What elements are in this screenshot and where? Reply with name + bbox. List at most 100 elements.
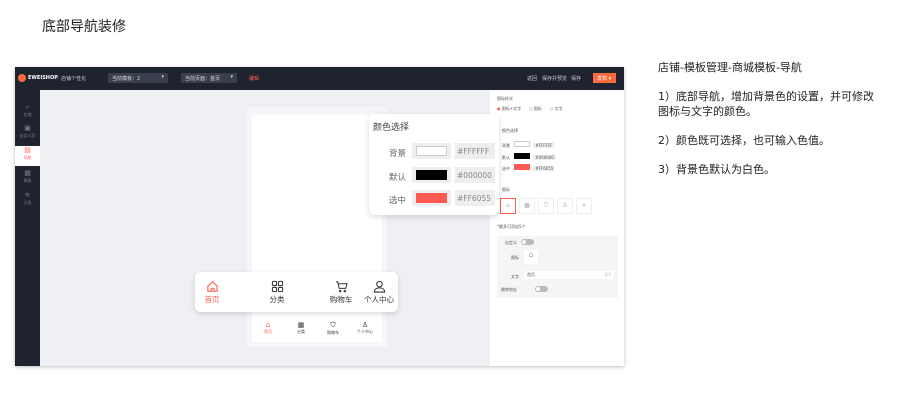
background-hex-input[interactable]: #FFFFFF: [455, 143, 495, 159]
nav-label: 购物车: [329, 295, 353, 304]
user-icon: [373, 280, 385, 293]
app-screenshot: EWEISHOP · 店铺个性化 当前模板：2 ▾ 当前页面：首页 ▾ 编辑 返回 …: [15, 67, 624, 366]
sidebar-item-template[interactable]: ▦ 模板: [15, 169, 40, 189]
color-row-default: 默认 #000000: [502, 152, 556, 164]
back-button[interactable]: 返回: [527, 76, 538, 82]
nav-label: 分类: [269, 295, 285, 304]
grid-icon: [271, 280, 283, 293]
selected-hex-input[interactable]: #FF6055: [455, 190, 495, 206]
note-item: 1）底部导航，增加背景色的设置，并可修改图标与文字的颜色。: [658, 90, 874, 118]
default-hex-input[interactable]: #000000: [533, 154, 556, 160]
nav-label: 个人中心: [364, 295, 394, 304]
page-title: 底部导航装修: [42, 19, 126, 35]
sidebar-label: 分类: [23, 200, 32, 205]
text-field-label: 文字: [511, 274, 519, 279]
background-swatch[interactable]: [412, 143, 451, 159]
radio-label: 图标: [533, 106, 542, 111]
add-icon-button[interactable]: +: [576, 198, 592, 214]
logo-icon: [18, 74, 26, 82]
icon-slot-home[interactable]: ⌂: [500, 198, 516, 214]
icon-slot-cart[interactable]: ⛉: [538, 198, 554, 214]
icon-style-label: 图标样式: [497, 96, 513, 101]
mini-tab-category[interactable]: ▦ 分类: [285, 321, 317, 335]
selected-swatch[interactable]: [412, 190, 451, 206]
mini-tab-profile[interactable]: ♙ 个人中心: [349, 321, 381, 335]
template-select-value: 当前模板：2: [112, 76, 141, 82]
top-bar: EWEISHOP · 店铺个性化 当前模板：2 ▾ 当前页面：首页 ▾ 编辑 返回 …: [15, 67, 624, 90]
radio-icon[interactable]: ○ 图标: [529, 106, 542, 111]
edit-link[interactable]: 编辑: [249, 76, 260, 82]
app-subtitle: · 店铺个性化: [58, 76, 87, 82]
color-row-bg: 背景 #FFFFFF: [502, 140, 556, 152]
color-popup-title: 颜色选择: [373, 123, 410, 133]
icon-field-label: 图标: [511, 255, 519, 260]
color-row-selected: 选中 #FF6055: [369, 190, 499, 208]
color-row-default: 默认 #000000: [369, 167, 499, 185]
sidebar: ⌕ 店铺 ▣ 自定义页 ▤ 导航 ▦ 模板 ≋ 分类: [15, 90, 40, 366]
bottom-nav-preview: 首页 分类 购物车 个人中心: [195, 272, 398, 312]
cart-icon: [335, 281, 348, 293]
logo: EWEISHOP: [28, 75, 58, 81]
home-icon: [206, 281, 218, 292]
color-rows: 背景 #FFFFFF 默认 #000000 选中 #FF6055: [502, 140, 556, 175]
radio-text[interactable]: ○ 文字: [549, 106, 563, 111]
sidebar-item-shop[interactable]: ⌕ 店铺: [15, 103, 40, 123]
home-icon: ⌂: [265, 321, 271, 329]
row-label: 默认: [389, 173, 407, 183]
nav-item-profile[interactable]: 个人中心: [354, 280, 404, 305]
style-radio-group: ● 图标+文字 ○ 图标 ○ 文字: [497, 106, 563, 112]
mini-tab-home[interactable]: ⌂ 首页: [252, 321, 284, 335]
icon-slot-grid[interactable]: ▦: [519, 198, 535, 214]
color-popup: 颜色选择 背景 #FFFFFF 默认 #000000 选中 #FF6055: [369, 114, 499, 215]
save-preview-button[interactable]: 保存并预览: [542, 76, 568, 82]
sidebar-label: 自定义页: [19, 133, 36, 138]
nav-item-home[interactable]: 首页: [187, 280, 237, 305]
chevron-down-icon: ▾: [161, 74, 164, 80]
save-button[interactable]: 保存: [571, 76, 582, 82]
icons-label: 图标: [502, 187, 510, 192]
custom-toggle[interactable]: [521, 239, 534, 245]
page-select[interactable]: 当前页面：首页 ▾: [181, 73, 237, 83]
sidebar-item-custom-page[interactable]: ▣ 自定义页: [15, 124, 40, 144]
cart-icon: ⛉: [330, 321, 336, 329]
chevron-down-icon: ▾: [230, 74, 233, 80]
default-swatch[interactable]: [514, 152, 531, 159]
bg-swatch[interactable]: [514, 141, 531, 147]
wifi-icon: ≋: [24, 191, 31, 199]
nav-item-cart[interactable]: 购物车: [316, 280, 366, 305]
notes: 店铺-模板管理-商城模板-导航 1）底部导航，增加背景色的设置，并可修改图标与文…: [658, 60, 878, 191]
user-icon: ♙: [361, 321, 369, 329]
sidebar-label: 模板: [23, 178, 32, 183]
template-icon: ▦: [24, 169, 31, 177]
grid-icon: ▦: [297, 321, 305, 329]
selected-swatch[interactable]: [514, 164, 531, 170]
note-item: 3）背景色默认为白色。: [658, 163, 775, 176]
sidebar-item-category[interactable]: ≋ 分类: [15, 191, 40, 211]
selected-hex-input[interactable]: #FF6055: [533, 166, 556, 171]
row-label: 选中: [389, 196, 407, 206]
tab-label: 分类: [297, 329, 305, 334]
max-hint: *最多可添加5个: [497, 224, 526, 229]
link-label: 跳转地址: [501, 287, 517, 292]
search-icon: ⌕: [25, 103, 30, 111]
template-select[interactable]: 当前模板：2 ▾: [108, 73, 168, 83]
note-item: 2）颜色既可选择，也可输入色值。: [658, 134, 830, 147]
sidebar-item-nav[interactable]: ▤ 导航: [15, 146, 40, 166]
radio-icon-text[interactable]: ● 图标+文字: [497, 106, 522, 111]
nav-label: 首页: [204, 295, 220, 304]
bg-hex-input[interactable]: #FFFFFF: [533, 143, 555, 148]
default-swatch[interactable]: [412, 167, 451, 183]
link-toggle[interactable]: [535, 286, 549, 292]
item-editor: 自定义 图标 ⌂ 文字 首页 2/4 跳转地址: [497, 236, 618, 298]
nav-item-category[interactable]: 分类: [252, 280, 302, 305]
icon-slot-user[interactable]: ♙: [557, 198, 573, 214]
page-select-value: 当前页面：首页: [185, 76, 221, 82]
home-icon[interactable]: ⌂: [524, 250, 538, 264]
publish-button[interactable]: 发布 ▾: [593, 73, 616, 83]
mini-tab-cart[interactable]: ⛉ 购物车: [317, 321, 349, 336]
sidebar-label: 店铺: [23, 112, 32, 117]
row-label: 背景: [389, 149, 407, 159]
nav-icon: ▤: [24, 146, 31, 154]
default-hex-input[interactable]: #000000: [455, 167, 495, 183]
text-input[interactable]: 首页 2/4: [524, 271, 614, 279]
